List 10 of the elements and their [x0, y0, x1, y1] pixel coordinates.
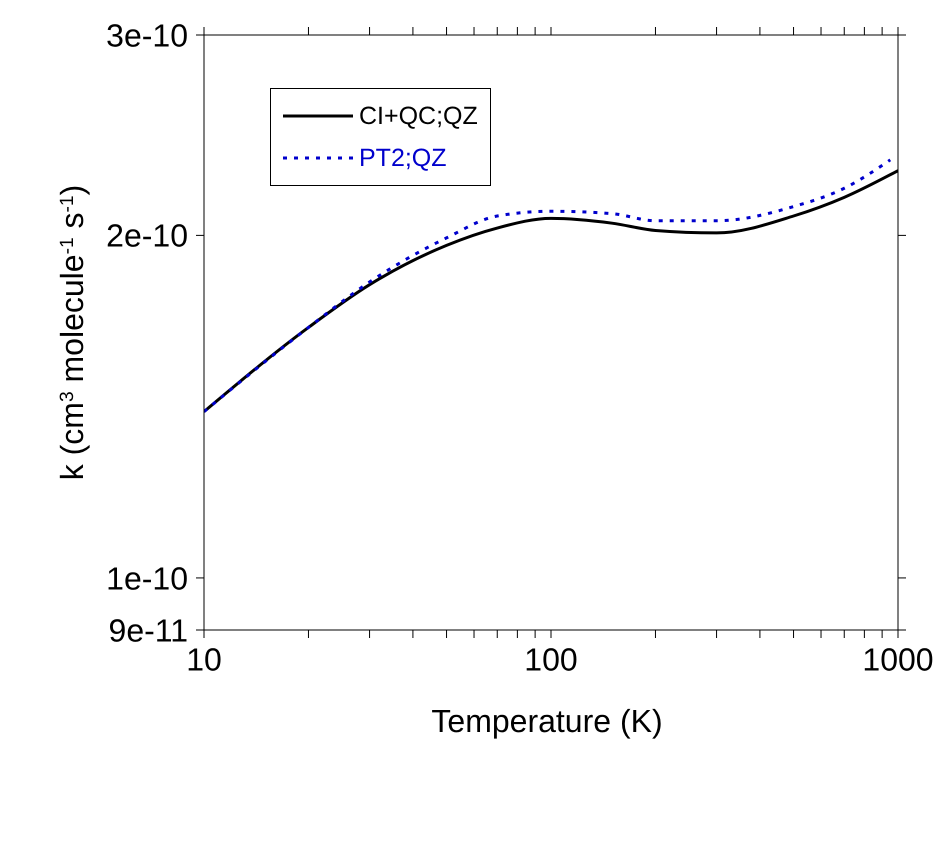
x-tick-label: 10 — [186, 642, 222, 678]
legend-label: CI+QC;QZ — [359, 102, 478, 130]
y-tick-label: 3e-10 — [106, 17, 188, 54]
x-tick-label: 100 — [524, 642, 578, 678]
x-axis-title: Temperature (K) — [431, 703, 663, 739]
y-tick-label: 1e-10 — [106, 560, 188, 596]
legend-label: PT2;QZ — [359, 144, 447, 172]
y-tick-label: 2e-10 — [106, 218, 188, 254]
x-tick-label: 1000 — [862, 642, 934, 678]
y-tick-label: 9e-11 — [108, 612, 188, 648]
